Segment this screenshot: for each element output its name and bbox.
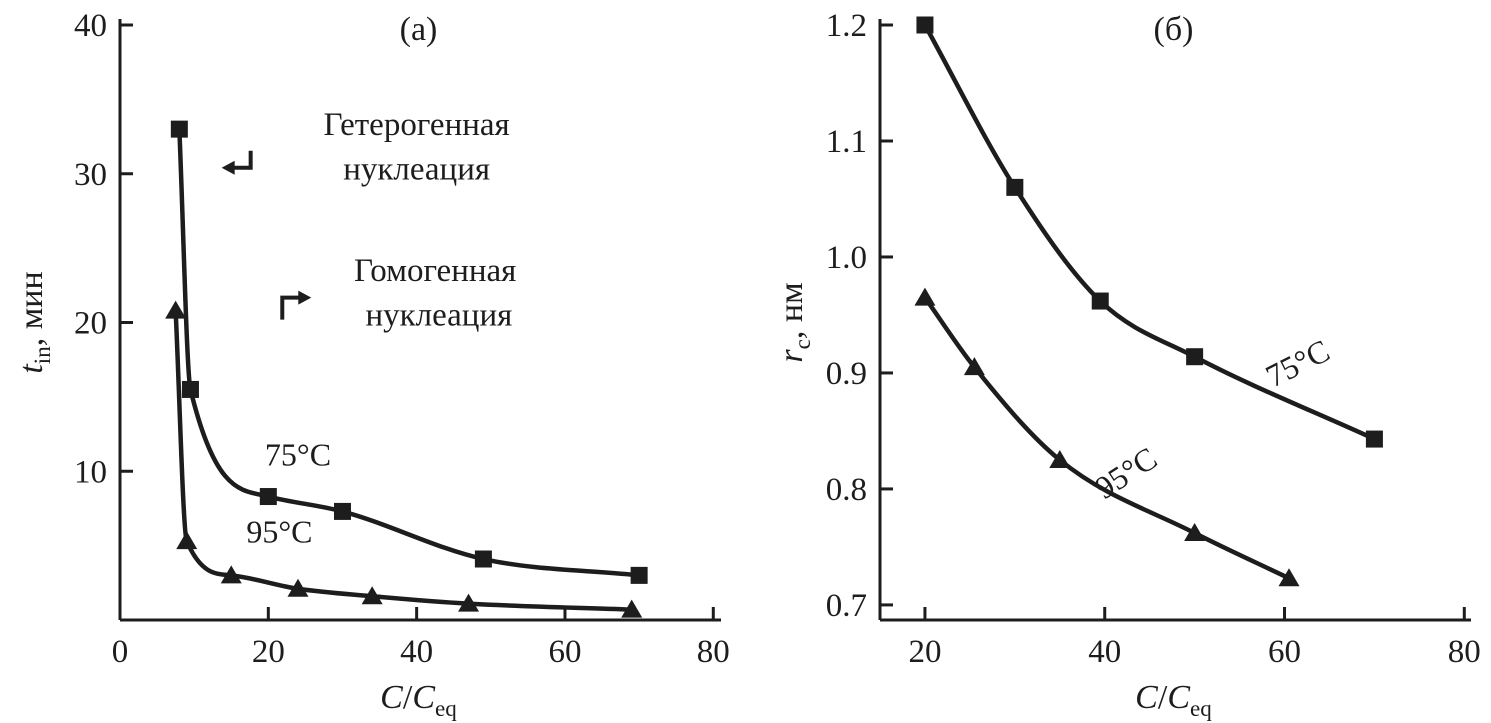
square-marker xyxy=(181,380,199,398)
series-curve xyxy=(177,126,642,578)
x-tick-label: 0 xyxy=(112,634,129,670)
square-marker xyxy=(333,502,351,520)
triangle-marker xyxy=(176,531,198,550)
triangle-marker xyxy=(458,593,480,612)
annotation-text: Гомогенная xyxy=(354,253,516,289)
x-axis-label: C/Ceq xyxy=(1135,679,1212,722)
y-tick-label: 0.8 xyxy=(826,472,867,508)
panel-label: (а) xyxy=(400,11,438,48)
homogeneous-arrowhead-icon xyxy=(298,290,312,305)
y-tick-label: 1.2 xyxy=(826,8,867,44)
series-temperature-label: 95°C xyxy=(1088,440,1163,506)
homogeneous-arrow-icon xyxy=(280,295,300,320)
square-marker xyxy=(1186,348,1204,366)
triangle-marker xyxy=(914,287,936,306)
series-critical-radius-95C: 95°C xyxy=(914,287,1300,587)
heterogeneous-arrow-icon xyxy=(233,150,253,170)
x-axis-label: C/Ceq xyxy=(380,679,457,722)
x-tick-label: 60 xyxy=(1268,634,1301,670)
series-curve xyxy=(173,308,634,612)
panel-label: (б) xyxy=(1154,11,1194,48)
square-marker xyxy=(1091,292,1109,310)
triangle-marker xyxy=(361,586,383,605)
y-tick-label: 30 xyxy=(74,157,107,193)
square-marker xyxy=(1365,430,1383,448)
y-tick-label: 20 xyxy=(74,306,107,342)
triangle-marker xyxy=(621,599,643,618)
x-tick-label: 80 xyxy=(697,634,730,670)
annotation-text: Гетерогенная xyxy=(324,107,510,143)
chart-a-induction-time: 0 20 40 60 80 10 20 30 40 C/Ceq tin, мин (а) 75°C 95°… xyxy=(13,8,730,722)
x-tick-label: 60 xyxy=(548,634,581,670)
y-tick-label: 10 xyxy=(74,454,107,490)
triangle-marker xyxy=(220,565,242,584)
annotation-text: нуклеация xyxy=(365,297,512,333)
square-marker xyxy=(170,120,188,138)
x-tick-label: 20 xyxy=(252,634,285,670)
x-tick-label: 40 xyxy=(400,634,433,670)
series-temperature-label: 95°C xyxy=(246,514,312,550)
square-marker xyxy=(916,16,934,34)
x-tick-label: 20 xyxy=(908,634,941,670)
y-axis-label: rc, нм xyxy=(773,282,816,362)
y-tick-label: 40 xyxy=(74,8,107,44)
panel-b: 20 40 60 80 0.7 0.8 0.9 1.0 1.1 1.2 C/Ceq rc, нм (б)… xyxy=(745,0,1491,723)
y-axis-label: tin, мин xyxy=(13,271,56,373)
series-homogeneous-95C: 95°C xyxy=(165,300,643,618)
series-temperature-label: 75°C xyxy=(1260,332,1335,394)
square-marker xyxy=(630,566,648,584)
panel-a: 0 20 40 60 80 10 20 30 40 C/Ceq tin, мин (а) 75°C 95°… xyxy=(0,0,745,723)
x-tick-label: 80 xyxy=(1448,634,1481,670)
heterogeneous-arrowhead-icon xyxy=(221,160,235,175)
triangle-marker xyxy=(165,300,187,319)
y-tick-label: 1.1 xyxy=(826,124,867,160)
triangle-marker xyxy=(1278,568,1300,587)
triangle-marker xyxy=(287,578,309,597)
x-tick-label: 40 xyxy=(1088,634,1121,670)
series-curve xyxy=(922,295,1292,581)
series-heterogeneous-75C: 75°C xyxy=(170,120,648,584)
y-tick-label: 0.9 xyxy=(826,356,867,392)
square-marker xyxy=(474,550,492,568)
square-marker xyxy=(1006,178,1024,196)
annotation-text: нуклеация xyxy=(343,152,490,188)
annotation: Гомогенная нуклеация xyxy=(280,253,516,333)
chart-b-critical-radius: 20 40 60 80 0.7 0.8 0.9 1.0 1.1 1.2 C/Ceq rc, нм (б)… xyxy=(773,8,1481,722)
square-marker xyxy=(259,488,277,506)
y-tick-label: 1.0 xyxy=(826,240,867,276)
triangle-marker xyxy=(1184,523,1206,542)
annotation: Гетерогенная нуклеация xyxy=(221,107,510,188)
series-temperature-label: 75°C xyxy=(265,436,331,472)
y-tick-label: 0.7 xyxy=(826,588,867,624)
triangle-marker xyxy=(1049,449,1071,468)
triangle-marker xyxy=(963,357,985,376)
